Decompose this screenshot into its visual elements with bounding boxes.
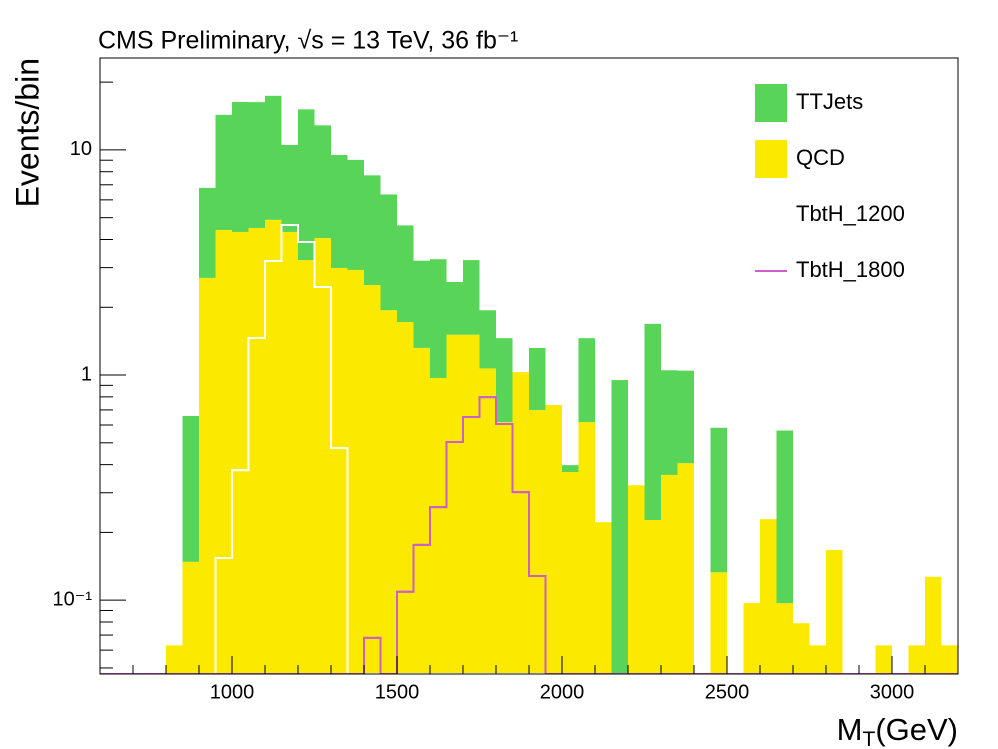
histogram-bar (430, 259, 447, 379)
x-axis-label: MT(GeV) (837, 712, 958, 749)
histogram-bar (265, 219, 282, 674)
histogram-bar (248, 102, 265, 228)
histogram-bar (529, 410, 546, 674)
histogram-bar (545, 405, 562, 674)
histogram-bar (628, 485, 645, 674)
histogram-bar (364, 285, 381, 674)
x-tick-label: 2500 (705, 681, 750, 703)
histogram-bar (562, 465, 579, 472)
histogram-bar (413, 260, 430, 348)
y-tick-label: 10⁻¹ (53, 588, 93, 610)
x-tick-label: 2000 (540, 681, 585, 703)
histogram-bar (331, 267, 348, 674)
histogram-bar (578, 338, 595, 423)
histogram-bar (298, 260, 315, 674)
histogram-bar (182, 561, 199, 674)
histogram-bar (661, 370, 678, 475)
histogram-bar (760, 519, 777, 674)
legend-label: TbtH_1800 (796, 257, 905, 282)
histogram-bar (496, 338, 513, 423)
histogram-bar (941, 645, 958, 674)
histogram-bar (611, 380, 628, 674)
histogram-bar (595, 522, 612, 674)
histogram-bar (644, 520, 661, 674)
x-tick-label: 1500 (375, 681, 420, 703)
histogram-bar (298, 109, 315, 261)
histogram-bar (446, 334, 463, 674)
histogram-bar (232, 231, 249, 674)
histogram-bar (265, 95, 282, 220)
legend-label: TbtH_1200 (796, 201, 905, 226)
histogram-bar (281, 231, 298, 674)
step-connector (100, 223, 958, 674)
histogram-bar (677, 463, 694, 674)
histogram-bar (710, 427, 727, 573)
histogram-bar (314, 125, 331, 239)
histogram-bar (496, 422, 513, 674)
histogram-bar (364, 175, 381, 286)
histogram-bar (347, 159, 364, 270)
histogram-bar (232, 102, 249, 232)
histogram-bar (479, 310, 496, 369)
histogram-bar (529, 347, 546, 411)
histogram-bar (347, 269, 364, 674)
histogram-bar (512, 372, 529, 674)
histogram-bar (875, 645, 892, 674)
histogram-bar (578, 422, 595, 674)
histogram-bar (463, 334, 480, 674)
histogram-bar (463, 260, 480, 335)
histogram-bar (281, 144, 298, 232)
histogram-bar (331, 155, 348, 268)
histogram-bar (314, 238, 331, 674)
histogram-bar (562, 471, 579, 674)
legend-swatch (755, 84, 787, 122)
histogram-bar (710, 572, 727, 674)
x-label-sub: T (862, 728, 875, 749)
histogram-bar (215, 229, 232, 674)
x-label-unit: (GeV) (875, 712, 958, 747)
y-tick-label: 10 (70, 138, 92, 160)
legend-swatch (755, 140, 787, 178)
histogram-bar (809, 645, 826, 674)
histogram-bar (776, 603, 793, 674)
histogram-bar (397, 322, 414, 674)
histogram-bar (661, 474, 678, 674)
legend-label: QCD (796, 145, 845, 170)
histogram-bar (215, 114, 232, 230)
histogram-bar (644, 323, 661, 521)
histogram-bar (430, 378, 447, 674)
histogram-bar (413, 347, 430, 674)
step-connector (100, 396, 958, 674)
legend-label: TTJets (796, 89, 863, 114)
y-axis-label: Events/bin (9, 58, 45, 207)
histogram-bar (826, 550, 843, 674)
histogram-bar (166, 645, 183, 674)
histogram-bar (793, 623, 810, 674)
x-tick-label: 3000 (870, 681, 915, 703)
chart-title: CMS Preliminary, √s = 13 TeV, 36 fb⁻¹ (98, 27, 518, 55)
histogram-bar (199, 187, 216, 278)
histogram-bar (479, 368, 496, 674)
histogram-bar (908, 645, 925, 674)
y-tick-label: 1 (81, 363, 92, 385)
histogram-bar (380, 194, 397, 311)
histogram-bar (182, 415, 199, 562)
histogram-bar (248, 227, 265, 674)
x-label-main: M (837, 712, 863, 747)
histogram-bar (743, 603, 760, 674)
histogram-bar (446, 281, 463, 335)
histogram-bar (677, 370, 694, 464)
histogram-bar (397, 225, 414, 323)
histogram-bar (776, 430, 793, 604)
x-tick-label: 1000 (210, 681, 255, 703)
histogram-bar (925, 576, 942, 674)
plot-area (100, 95, 958, 674)
histogram-bar (199, 277, 216, 674)
histogram-bar (380, 310, 397, 674)
